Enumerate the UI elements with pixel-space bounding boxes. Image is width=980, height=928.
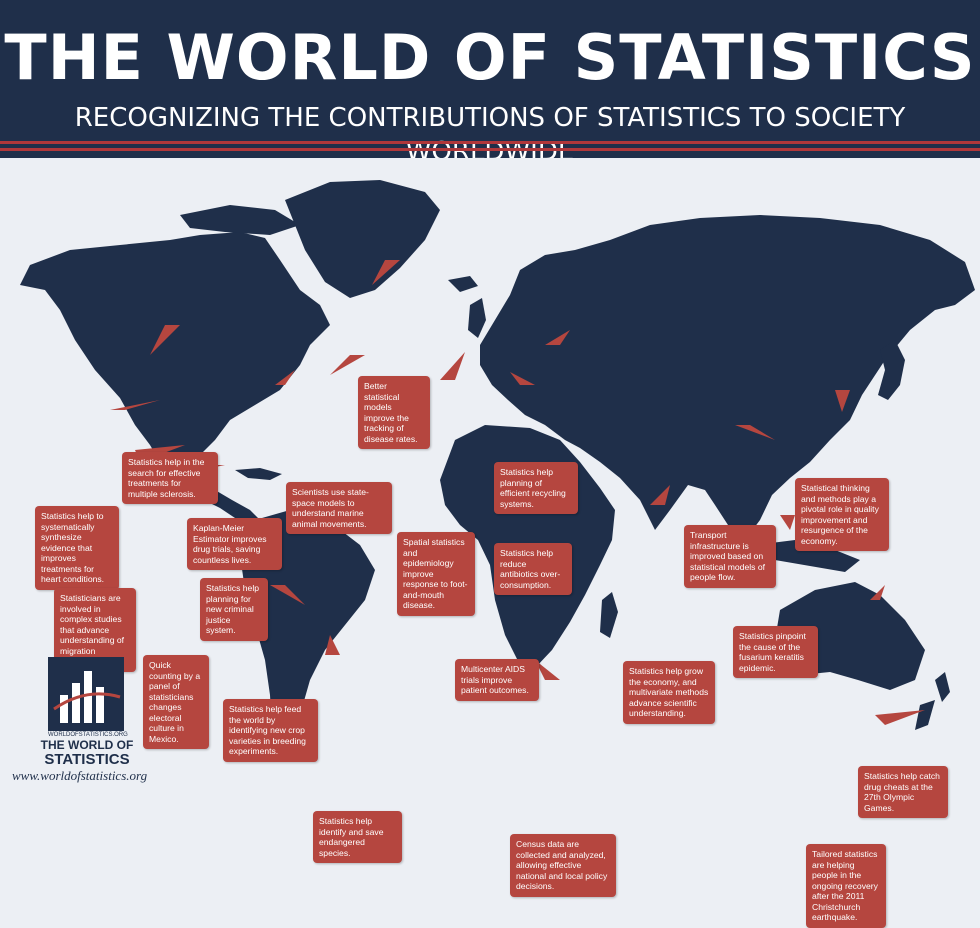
- greenland-shape: [285, 180, 440, 298]
- pointer-spatial: [440, 352, 465, 380]
- header-banner: THE WORLD OF STATISTICS RECOGNIZING THE …: [0, 0, 980, 167]
- callout-crops: Statistics help feed the world by identi…: [223, 699, 318, 762]
- callout-ms: Statistics help in the search for effect…: [122, 452, 218, 504]
- pointer-transport: [735, 425, 775, 440]
- world-map: Better statistical models improve the tr…: [0, 158, 980, 928]
- callout-mexico: Quick counting by a panel of statisticia…: [143, 655, 209, 749]
- logo-name: THE WORLD OF STATISTICS: [40, 739, 134, 768]
- website-url[interactable]: www.worldofstatistics.org: [12, 768, 148, 783]
- callout-pointers-svg: [110, 260, 925, 725]
- pointer-species: [325, 635, 340, 655]
- logo-line-1: THE WORLD OF: [40, 738, 134, 752]
- header-stripe-top: [0, 141, 980, 144]
- pointer-recycling: [545, 330, 570, 345]
- callout-japan: Statistical thinking and methods play a …: [795, 478, 889, 551]
- callout-census: Census data are collected and analyzed, …: [510, 834, 616, 897]
- iceland-shape: [448, 276, 478, 292]
- pointer-antibiotics: [510, 372, 535, 385]
- japan-shape: [878, 340, 905, 400]
- pointer-christchurch: [875, 710, 925, 725]
- logo-line-2: STATISTICS: [44, 751, 130, 768]
- uk-shape: [468, 298, 486, 338]
- pointer-heart: [110, 400, 160, 410]
- pointer-marine: [330, 355, 365, 375]
- header-stripe-bottom: [0, 148, 980, 151]
- callout-christchurch: Tailored statistics are helping people i…: [806, 844, 886, 928]
- callout-olympic: Statistics help catch drug cheats at the…: [858, 766, 948, 818]
- callout-justice: Statistics help planning for new crimina…: [200, 578, 268, 641]
- caribbean-shape: [235, 468, 282, 480]
- callout-aids: Multicenter AIDS trials improve patient …: [455, 659, 539, 701]
- callout-heart: Statistics help to systematically synthe…: [35, 506, 119, 590]
- callout-kaplan: Kaplan-Meier Estimator improves drug tri…: [187, 518, 282, 570]
- callout-greenland: Better statistical models improve the tr…: [358, 376, 430, 449]
- pointer-india: [650, 485, 670, 505]
- pointer-greenland: [372, 260, 400, 285]
- pointer-census: [535, 660, 560, 680]
- pointer-crops: [270, 585, 305, 605]
- pointer-japan: [835, 390, 850, 412]
- page-title: THE WORLD OF STATISTICS: [4, 21, 976, 94]
- callout-species: Statistics help identify and save endang…: [313, 811, 402, 863]
- callout-spatial: Spatial statistics and epidemiology impr…: [397, 532, 475, 616]
- callout-india: Statistics help grow the economy, and mu…: [623, 661, 715, 724]
- callout-marine: Scientists use state-space models to und…: [286, 482, 392, 534]
- pointer-fusarium: [780, 515, 795, 530]
- new-zealand-shape: [915, 672, 950, 730]
- south-america-shape: [240, 510, 375, 755]
- callout-recycling: Statistics help planning of efficient re…: [494, 462, 578, 514]
- sea-islands-shape: [755, 540, 860, 572]
- north-america-shape: [20, 232, 330, 472]
- eurasia-shape: [480, 215, 975, 540]
- pointer-kaplan: [275, 370, 295, 385]
- callout-transport: Transport infrastructure is improved bas…: [684, 525, 776, 588]
- pointer-olympic: [870, 585, 885, 600]
- callout-antibiotics: Statistics help reduce antibiotics over-…: [494, 543, 572, 595]
- pointer-ms: [150, 325, 180, 355]
- logo-icon: [48, 657, 124, 731]
- madagascar-shape: [600, 592, 618, 638]
- callout-fusarium: Statistics pinpoint the cause of the fus…: [733, 626, 818, 678]
- arctic-islands-shape: [180, 205, 300, 235]
- logo-small-text: WORLDOFSTATISTICS.ORG: [48, 732, 128, 738]
